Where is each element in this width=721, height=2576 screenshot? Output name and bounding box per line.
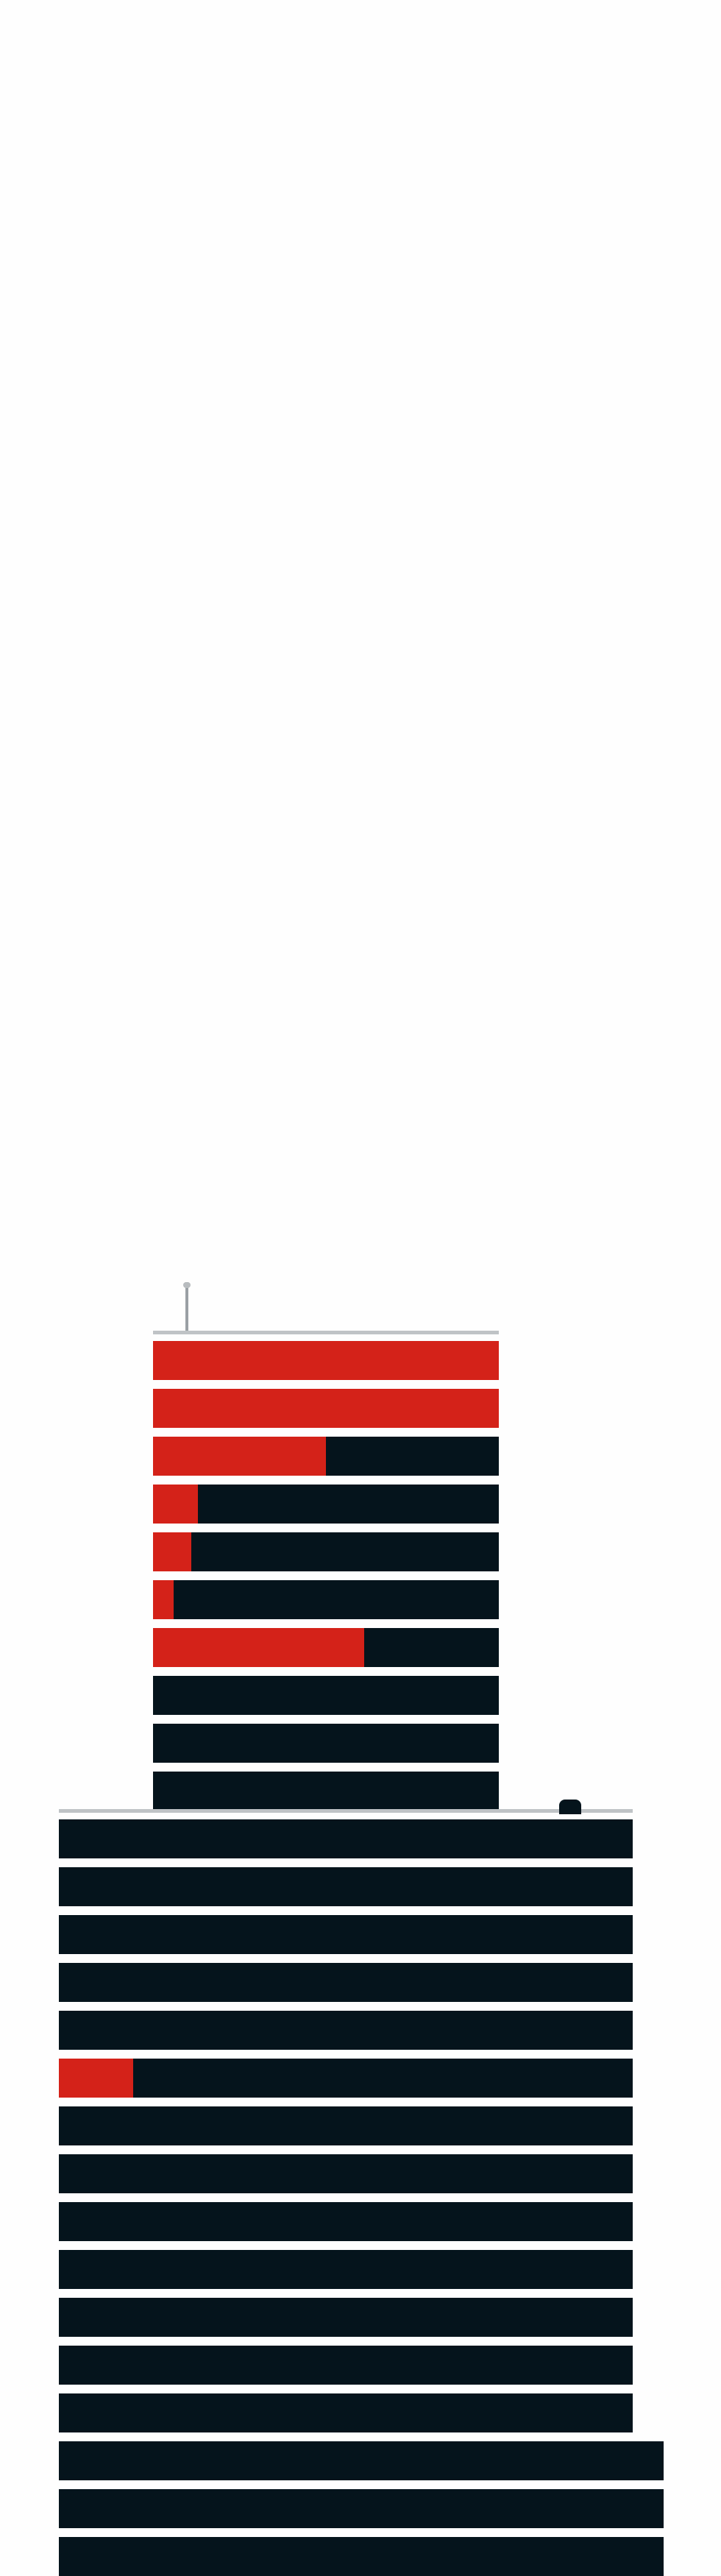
upper-roof-line	[153, 1331, 499, 1334]
upper-tower-floor-5-lit-windows	[153, 1532, 191, 1571]
upper-tower-floor-2-lit-windows	[153, 1389, 499, 1428]
lower-tower-floor-15	[59, 2489, 664, 2528]
upper-tower-floor-6-lit-windows	[153, 1580, 174, 1619]
upper-tower-floor-5	[153, 1532, 499, 1571]
upper-tower-floor-8	[153, 1676, 499, 1715]
upper-tower-floor-7	[153, 1628, 499, 1667]
upper-tower-floor-7-lit-windows	[153, 1628, 364, 1667]
lower-tower-floor-13	[59, 2393, 633, 2432]
lower-tower-floor-3	[59, 1915, 633, 1954]
lower-tower-floor-1	[59, 1819, 633, 1858]
upper-tower-floor-3-lit-windows	[153, 1437, 326, 1476]
lower-roof-line	[59, 1809, 633, 1813]
lower-tower-floor-7	[59, 2106, 633, 2145]
lower-tower-floor-2	[59, 1867, 633, 1906]
antenna	[185, 1282, 188, 1331]
lower-tower-floor-6	[59, 2059, 633, 2098]
upper-tower-floor-2	[153, 1389, 499, 1428]
upper-tower-floor-4-lit-windows	[153, 1485, 199, 1524]
rooftop-unit	[559, 1800, 581, 1814]
upper-tower-floor-6	[153, 1580, 499, 1619]
upper-tower-floor-10	[153, 1772, 499, 1811]
lower-tower-floor-16	[59, 2537, 664, 2576]
lower-tower-floor-5	[59, 2011, 633, 2050]
lower-tower-floor-14	[59, 2441, 664, 2480]
lower-tower-floor-11	[59, 2298, 633, 2337]
antenna-tip	[183, 1282, 191, 1288]
lower-tower-floor-12	[59, 2346, 633, 2385]
upper-tower-floor-1-lit-windows	[153, 1341, 499, 1380]
lower-tower-floor-9	[59, 2202, 633, 2241]
upper-tower-floor-4	[153, 1485, 499, 1524]
upper-tower-floor-3	[153, 1437, 499, 1476]
upper-tower-floor-1	[153, 1341, 499, 1380]
upper-tower-floor-9	[153, 1724, 499, 1763]
lower-tower-floor-6-lit-windows	[59, 2059, 134, 2098]
lower-tower-floor-10	[59, 2250, 633, 2289]
lower-tower-floor-4	[59, 1963, 633, 2002]
lower-tower-floor-8	[59, 2154, 633, 2193]
